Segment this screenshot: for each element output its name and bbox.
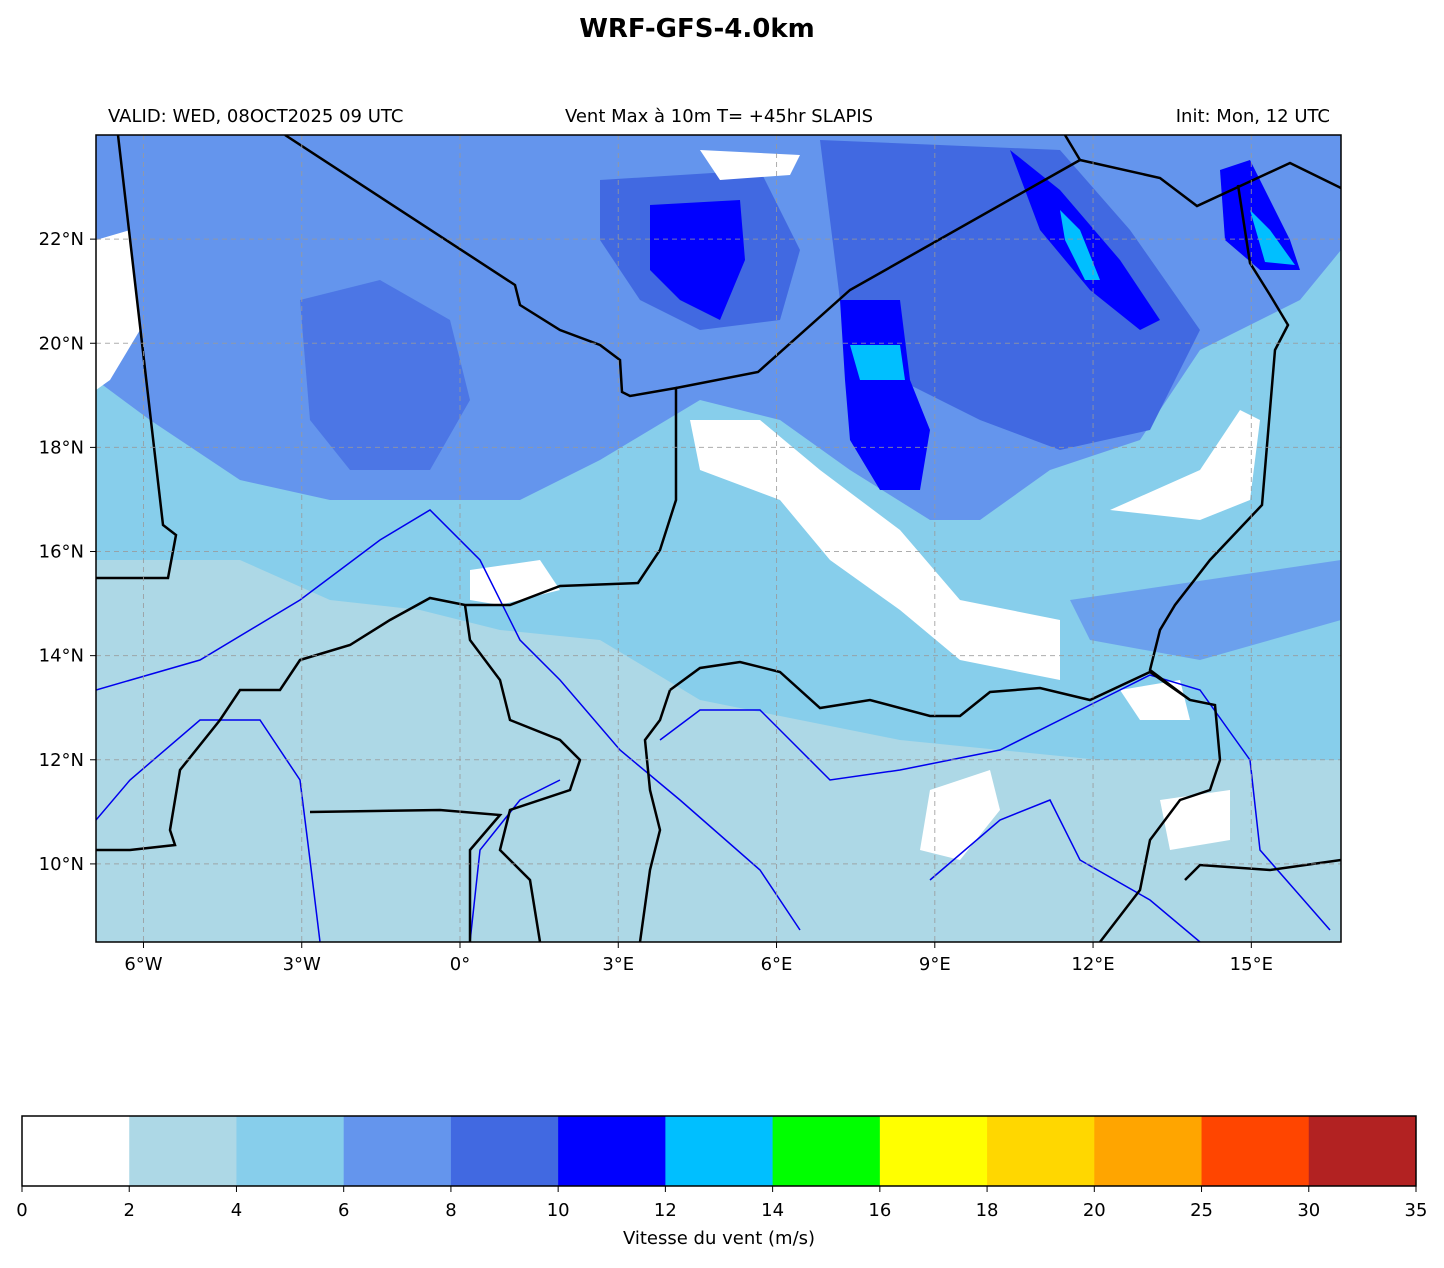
wind-field	[96, 135, 1341, 942]
country-border	[463, 604, 582, 942]
field-region	[850, 345, 905, 380]
colorbar-tick-label: 12	[654, 1200, 677, 1221]
field-region	[1220, 160, 1300, 270]
axis-ticks: 6°W 3°W 0° 3°E 6°E 9°E 12°E 15°E 10°N 12°N 14°N 16°…	[39, 229, 1273, 975]
field-region	[690, 420, 1060, 680]
field-region	[650, 200, 745, 320]
country-border	[669, 660, 1191, 718]
country-border	[96, 135, 678, 852]
subtitle-left: VALID: WED, 08OCT2025 09 UTC	[108, 106, 403, 127]
field-region	[1120, 680, 1190, 720]
colorbar-tick-label: 20	[1083, 1200, 1106, 1221]
x-tick-label: 6°E	[761, 954, 793, 975]
subtitle-right: Init: Mon, 12 UTC	[1176, 106, 1330, 127]
field-region	[820, 140, 1200, 450]
river	[96, 719, 321, 942]
x-tick-label: 3°E	[602, 954, 634, 975]
field-region	[1160, 790, 1230, 850]
colorbar-label: Vitesse du vent (m/s)	[623, 1228, 815, 1249]
field-region	[920, 770, 1000, 860]
country-border	[1099, 184, 1290, 942]
river	[96, 509, 801, 931]
y-tick-label: 22°N	[39, 229, 84, 250]
country-border	[309, 808, 503, 942]
colorbar-tick-label: 16	[868, 1200, 891, 1221]
colorbar-segment	[450, 1116, 559, 1186]
colorbar-tick-label: 14	[761, 1200, 784, 1221]
colorbar-segment	[987, 1116, 1095, 1186]
country-border	[638, 689, 672, 942]
field-region	[96, 230, 140, 390]
country-border	[1184, 858, 1341, 881]
river	[929, 799, 1201, 942]
y-tick-label: 10°N	[39, 854, 84, 875]
field-region	[300, 280, 470, 470]
colorbar-tick-label: 6	[338, 1200, 349, 1221]
y-tick-label: 16°N	[39, 542, 84, 563]
colorbar-segment	[343, 1116, 452, 1186]
x-tick-label: 15°E	[1230, 954, 1273, 975]
field-region	[1070, 560, 1341, 660]
colorbar-tick-label: 0	[16, 1200, 27, 1221]
colorbar-segment	[1094, 1116, 1203, 1186]
field-region	[96, 560, 1341, 942]
colorbar-segment	[665, 1116, 774, 1186]
colorbar-segment	[129, 1116, 237, 1186]
x-tick-label: 0°	[450, 954, 470, 975]
x-tick-label: 3°W	[283, 954, 321, 975]
country-border	[675, 135, 1082, 390]
colorbar-segment	[22, 1116, 130, 1186]
y-tick-label: 18°N	[39, 437, 84, 458]
colorbar-segment	[236, 1116, 345, 1186]
field-region	[1110, 410, 1260, 520]
field-region	[700, 150, 800, 180]
colorbar-tick-label: 35	[1405, 1200, 1428, 1221]
x-tick-label: 9°E	[919, 954, 951, 975]
colorbar-tick-label: 10	[547, 1200, 570, 1221]
country-border	[1079, 158, 1341, 208]
colorbar-tick-label: 18	[976, 1200, 999, 1221]
field-region	[1010, 150, 1160, 330]
y-tick-label: 12°N	[39, 750, 84, 771]
colorbar-segment	[1308, 1116, 1417, 1186]
colorbar-segment	[879, 1116, 988, 1186]
map-frame	[95, 134, 1342, 943]
colorbar-tick-label: 30	[1297, 1200, 1320, 1221]
x-tick-label: 6°W	[124, 954, 162, 975]
river	[469, 779, 561, 942]
colorbar-segment	[772, 1116, 881, 1186]
colorbar-segment	[1201, 1116, 1310, 1186]
colorbar-frame	[21, 1115, 1417, 1187]
colorbar-segment	[558, 1116, 666, 1186]
colorbar-tick-label: 25	[1190, 1200, 1213, 1221]
colorbar-tick-label: 2	[124, 1200, 135, 1221]
y-tick-label: 20°N	[39, 333, 84, 354]
title: WRF-GFS-4.0km	[579, 14, 815, 44]
x-tick-label: 12°E	[1071, 954, 1114, 975]
colorbar-tick-label: 4	[231, 1200, 242, 1221]
country-border	[96, 135, 178, 580]
field-region	[1250, 210, 1295, 265]
colorbar-tick-label: 8	[445, 1200, 456, 1221]
y-tick-label: 14°N	[39, 646, 84, 667]
subtitle-center: Vent Max à 10m T= +45hr SLAPIS	[565, 106, 873, 127]
colorbar: 0 2 4 6 8 10 12 14 16 18 20 25 30 35	[16, 1115, 1428, 1221]
grid	[96, 135, 1341, 942]
field-region	[1060, 210, 1100, 280]
